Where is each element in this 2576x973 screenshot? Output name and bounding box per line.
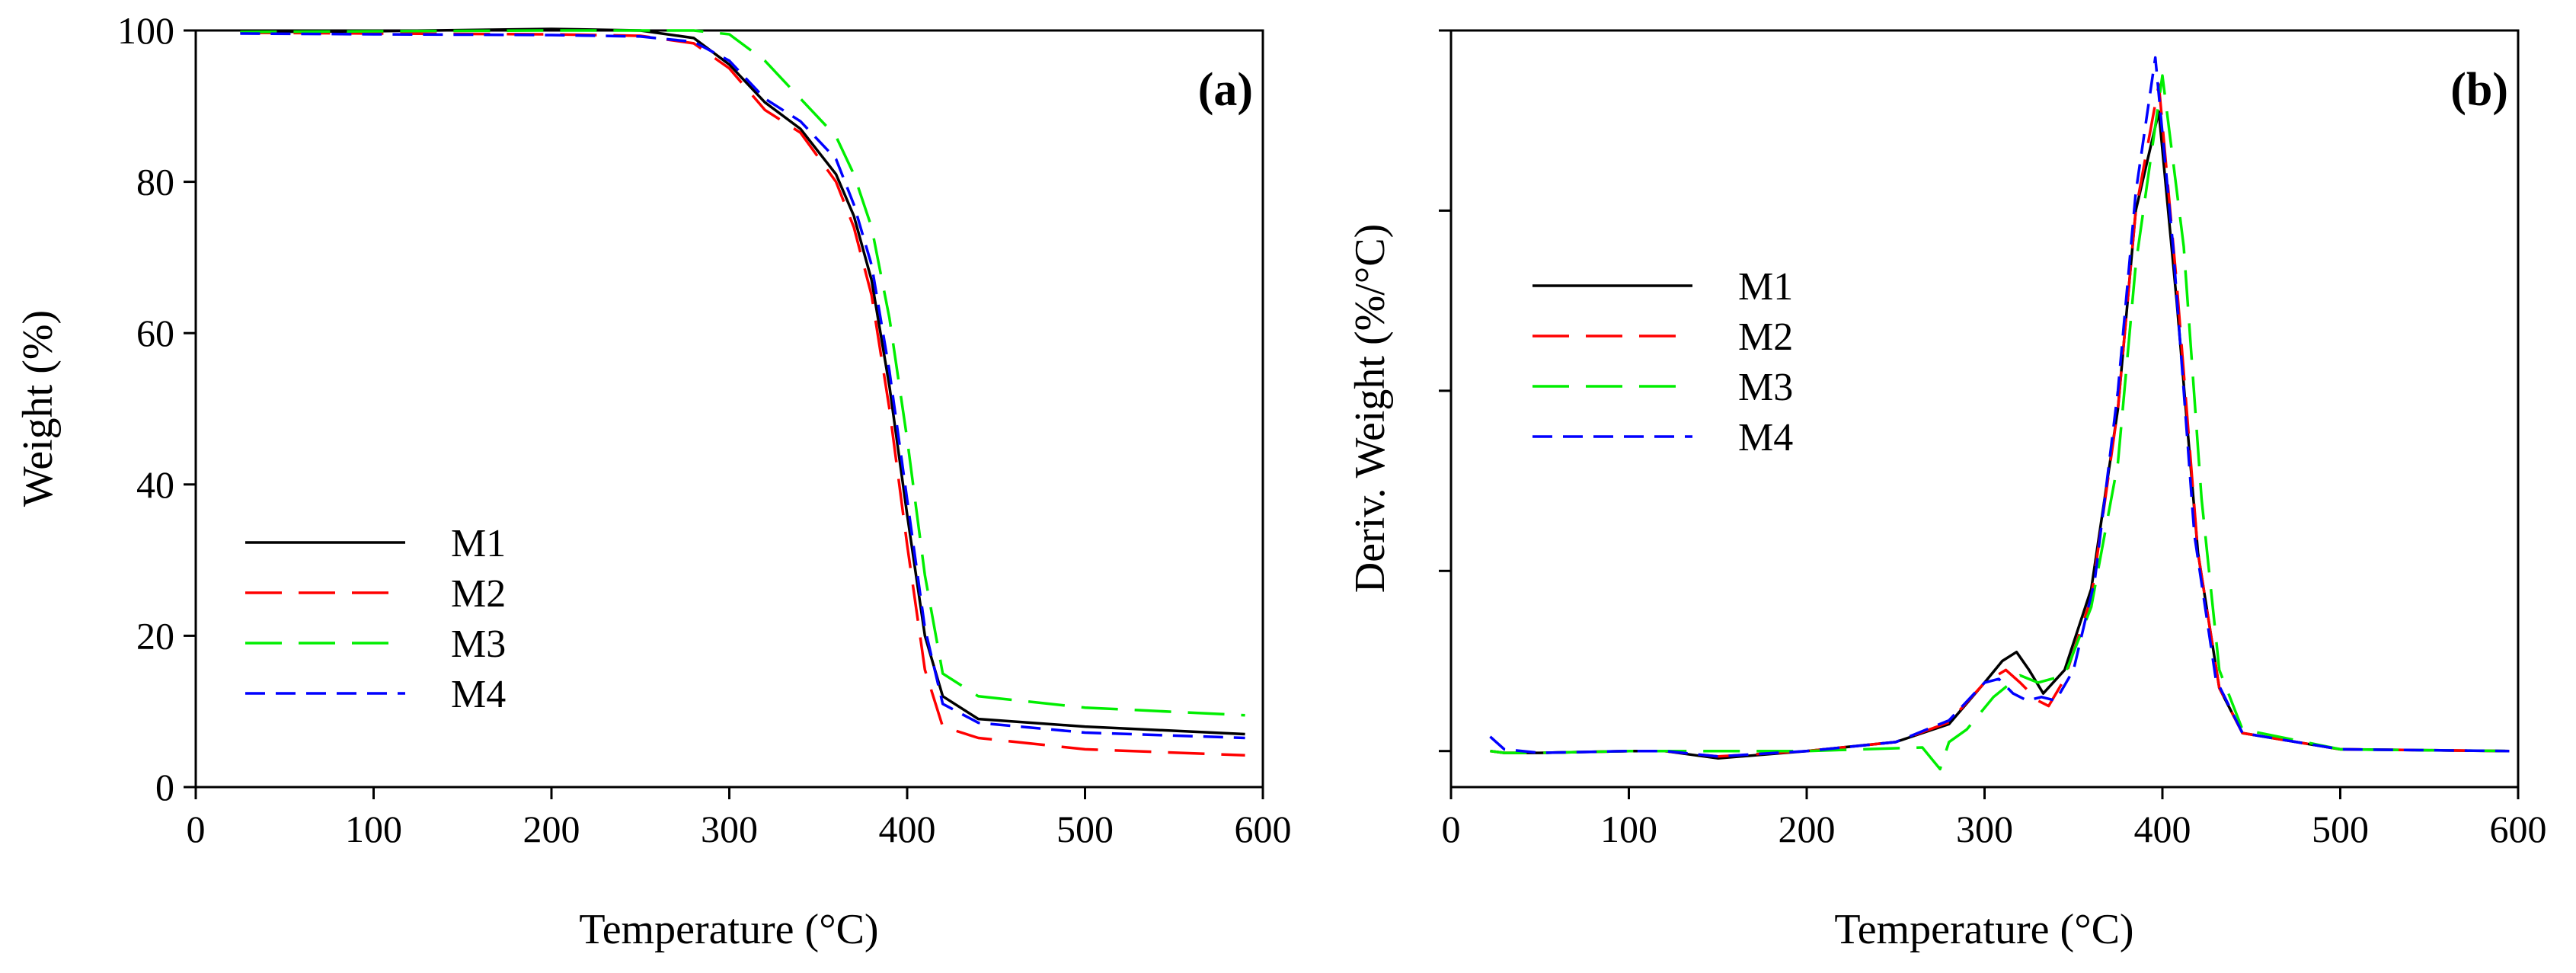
panel-b: 0 100 200 300 400 500 600 (b) Temperature (°C)…: [1347, 29, 2547, 953]
panel-a-x-tick-label: 300: [701, 808, 758, 850]
panel-a-y-tick-label: 100: [117, 9, 174, 52]
panel-a-x-tick-label: 500: [1056, 808, 1114, 850]
panel-b-legend: M1 M2 M3 M4: [1532, 265, 1793, 459]
panel-b-legend-label-m3: M3: [1738, 366, 1793, 409]
panel-b-series-line-m3: [1490, 74, 2510, 771]
panel-a-y-axis-label: Weight (%): [14, 310, 62, 507]
panel-a-legend: M1 M2 M3 M4: [245, 522, 506, 716]
panel-a-x-tick-label: 600: [1235, 808, 1292, 850]
panel-b-x-tick-label: 500: [2312, 808, 2369, 850]
panel-b-x-tick-label: 300: [1956, 808, 2013, 850]
panel-b-x-tick-label: 400: [2134, 808, 2191, 850]
panel-b-x-tick-label: 0: [1442, 808, 1461, 850]
panel-a-y-tick-label: 80: [136, 161, 174, 203]
panel-a-legend-label-m3: M3: [451, 623, 506, 666]
panel-a-x-tick-label: 400: [879, 808, 936, 850]
panel-a-legend-label-m1: M1: [451, 522, 506, 565]
panel-a-x-axis-label: Temperature (°C): [579, 906, 878, 953]
panel-a-plot-frame: [194, 29, 1264, 789]
panel-a-y-tick-label: 0: [155, 766, 174, 808]
panel-a-x-ticks: 0 100 200 300 400 500 600: [187, 787, 1292, 850]
panel-b-x-ticks: 0 100 200 300 400 500 600: [1442, 787, 2547, 850]
panel-b-series-line-m1: [1490, 110, 2510, 760]
panel-b-legend-label-m2: M2: [1738, 315, 1793, 359]
panel-b-series-line-m4: [1489, 56, 2510, 758]
panel-a-x-tick-label: 100: [345, 808, 402, 850]
panel-a-series-line-m2: [240, 31, 1245, 757]
panel-a-series-group: [240, 27, 1245, 757]
panel-a-x-tick-label: 0: [187, 808, 206, 850]
panel-b-x-axis-label: Temperature (°C): [1834, 906, 2133, 953]
panel-b-legend-label-m4: M4: [1738, 416, 1793, 459]
panel-b-x-tick-label: 600: [2490, 808, 2547, 850]
panel-b-y-ticks: [1439, 29, 1451, 753]
panel-a-y-tick-label: 40: [136, 463, 174, 506]
panel-a-y-ticks: 0 20 40 60 80 100: [117, 9, 196, 808]
panel-a-tag: (a): [1198, 64, 1253, 116]
panel-b-series-line-m2: [1490, 83, 2510, 758]
panel-a-legend-label-m2: M2: [451, 572, 506, 616]
panel-a-legend-label-m4: M4: [451, 673, 506, 716]
panel-b-series-group: [1489, 56, 2510, 771]
panel-a-y-tick-label: 60: [136, 312, 174, 354]
panel-a-y-tick-label: 20: [136, 614, 174, 657]
panel-b-x-tick-label: 100: [1600, 808, 1657, 850]
panel-b-tag: (b): [2450, 64, 2508, 116]
panel-b-plot-frame: [1449, 29, 2520, 789]
panel-b-y-axis-label: Deriv. Weight (%/°C): [1347, 224, 1394, 593]
panel-a-series-line-m3: [240, 29, 1245, 717]
panel-b-x-tick-label: 200: [1779, 808, 1836, 850]
panel-a-series-line-m4: [240, 32, 1245, 740]
panel-a: 0 100 200 300 400 500 600 0 20 40 60 80 100 (a) Tem…: [14, 9, 1292, 953]
panel-b-legend-label-m1: M1: [1738, 265, 1793, 309]
panel-a-series-line-m1: [240, 27, 1245, 736]
panel-a-x-tick-label: 200: [523, 808, 580, 850]
